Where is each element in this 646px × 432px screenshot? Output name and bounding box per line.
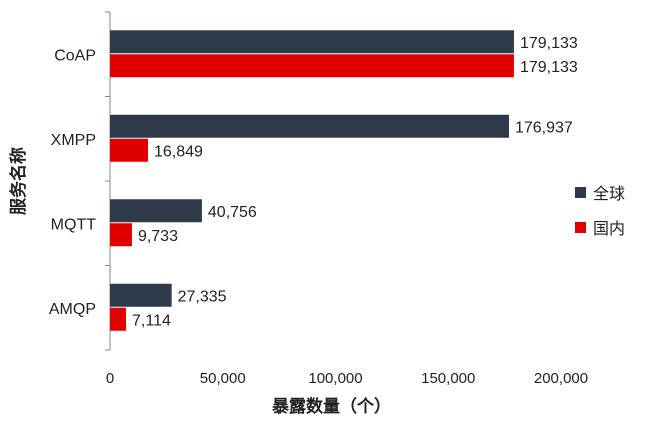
data-label: 179,133 [520,59,578,76]
bar-domestic [110,223,132,247]
data-label: 27,335 [178,288,227,305]
category-label: MQTT [51,216,97,233]
category-label: XMPP [51,132,96,149]
x-tick-label: 0 [106,370,114,387]
data-labels: 179,133 179,133 176,937 16,849 40,756 9,733 27… [132,35,578,330]
x-axis-title: 暴露数量（个） [271,396,391,417]
data-label: 7,114 [132,312,171,329]
y-axis-title: 服务名称 [8,147,29,215]
x-tick-label: 200,000 [534,370,588,387]
bar-domestic [110,138,148,162]
bar-global [110,283,172,307]
data-label: 9,733 [138,228,178,245]
bar-global [110,199,202,223]
bar-global [110,114,509,138]
legend-swatch [575,187,586,198]
bars [110,30,514,331]
bar-domestic [110,54,514,78]
data-label: 176,937 [515,119,573,136]
x-tick-label: 100,000 [308,370,362,387]
axes: 0 50,000 100,000 150,000 200,000 CoAP XMPP MQTT… [49,11,588,387]
bar-domestic [110,307,127,331]
legend-label: 国内 [593,219,625,238]
bar-global [110,30,514,54]
data-label: 40,756 [208,204,257,221]
category-label: CoAP [54,47,96,64]
x-tick-label: 150,000 [421,370,475,387]
data-label: 16,849 [154,143,203,160]
x-tick-label: 50,000 [200,370,246,387]
data-label: 179,133 [520,35,578,52]
category-label: AMQP [49,301,96,318]
legend-swatch [575,222,586,233]
legend-label: 全球 [593,184,625,203]
